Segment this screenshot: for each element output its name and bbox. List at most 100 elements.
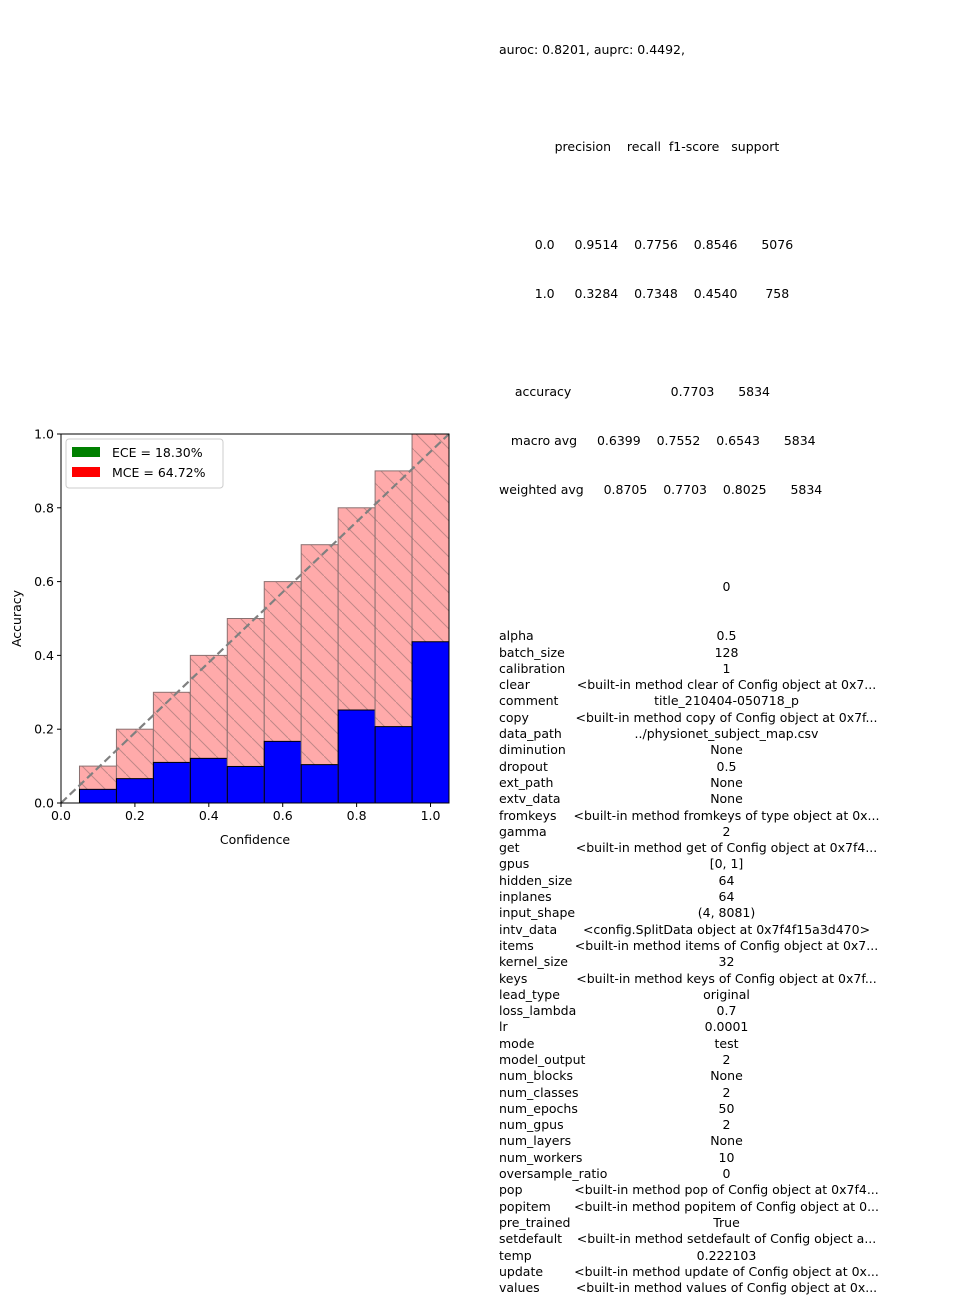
metrics-text-panel: auroc: 0.8201, auprc: 0.4492, precision …: [499, 9, 954, 1313]
config-value: <built-in method copy of Config object a…: [575, 709, 878, 725]
output-bar: [189, 757, 228, 804]
config-row: extv_data None: [499, 791, 954, 807]
x-tick-label: 0.4: [199, 808, 219, 823]
config-value: <built-in method clear of Config object …: [576, 677, 877, 693]
output-bar: [263, 740, 302, 804]
config-value: None: [710, 742, 743, 758]
report-summary-row: macro avg 0.6399 0.7552 0.6543 5834: [499, 432, 816, 448]
config-value: None: [710, 1133, 743, 1149]
output-bar: [78, 788, 117, 804]
config-value: test: [714, 1035, 739, 1051]
config-row: gamma 2: [499, 824, 954, 840]
x-tick-label: 0.6: [273, 808, 293, 823]
config-value: title_210404-050718_p: [654, 693, 799, 709]
config-value: 0.5: [716, 628, 737, 644]
config-value: <built-in method fromkeys of type object…: [573, 807, 880, 823]
config-row: intv_data <config.SplitData object at 0x7…: [499, 922, 954, 938]
config-row: mode test: [499, 1036, 954, 1052]
config-row: kernel_size 32: [499, 954, 954, 970]
config-row: num_blocks None: [499, 1068, 954, 1084]
config-value: True: [713, 1214, 740, 1230]
legend-swatch: [72, 467, 100, 477]
report-summary-row: weighted avg 0.8705 0.7703 0.8025 5834: [499, 481, 823, 497]
report-class-row: 1.0 0.3284 0.7348 0.4540 758: [499, 286, 790, 302]
config-value: <built-in method values of Config object…: [575, 1280, 878, 1296]
config-row: dropout 0.5: [499, 759, 954, 775]
y-tick-label: 0.0: [34, 796, 54, 811]
y-tick-label: 0.6: [34, 574, 54, 589]
config-row: num_gpus 2: [499, 1117, 954, 1133]
x-tick-label: 0.0: [51, 808, 71, 823]
config-value: <built-in method pop of Config object at…: [574, 1182, 879, 1198]
config-row: pre_trained True: [499, 1215, 954, 1231]
config-row: batch_size 128: [499, 645, 954, 661]
config-row: loss_lambda 0.7: [499, 1003, 954, 1019]
config-value: 2: [722, 823, 731, 839]
config-row: setdefault <built-in method setdefault of…: [499, 1231, 954, 1247]
report-column-header: precision recall f1-score support: [499, 139, 780, 155]
config-value: 1: [722, 660, 731, 676]
legend: ECE = 18.30% MCE = 64.72%: [65, 438, 224, 489]
config-value: <config.SplitData object at 0x7f4f15a3d4…: [582, 921, 871, 937]
config-row: ext_path None: [499, 775, 954, 791]
config-row: clear <built-in method clear of Config ob…: [499, 677, 954, 693]
config-value: ../physionet_subject_map.csv: [634, 726, 819, 742]
output-bar: [411, 641, 450, 804]
output-bar: [152, 761, 191, 804]
config-row: data_path ../physionet_subject_map.csv: [499, 726, 954, 742]
config-value: 128: [714, 644, 739, 660]
legend-swatch: [72, 447, 100, 457]
y-tick-label: 0.8: [34, 500, 54, 515]
config-value: 64: [718, 872, 735, 888]
output-bar: [337, 709, 376, 804]
config-row: num_workers 10: [499, 1150, 954, 1166]
output-bar: [226, 765, 265, 804]
config-value: 50: [718, 1100, 735, 1116]
config-row: gpus [0, 1]: [499, 856, 954, 872]
config-value: <built-in method get of Config object at…: [575, 840, 878, 856]
config-row: get <built-in method get of Config object…: [499, 840, 954, 856]
x-tick-label: 0.2: [125, 808, 145, 823]
config-row: num_layers None: [499, 1133, 954, 1149]
config-value: 2: [722, 1117, 731, 1133]
output-bar: [374, 726, 413, 804]
config-row: hidden_size 64: [499, 873, 954, 889]
config-value: <built-in method keys of Config object a…: [576, 970, 877, 986]
config-value: 2: [722, 1052, 731, 1067]
config-row: update <built-in method update of Config …: [499, 1264, 954, 1280]
config-row: copy <built-in method copy of Config obje…: [499, 710, 954, 726]
config-value: [0, 1]: [709, 856, 744, 872]
x-axis-label: Confidence: [220, 832, 291, 847]
config-row: items <built-in method items of Config ob…: [499, 938, 954, 954]
config-row: num_classes 2: [499, 1085, 954, 1101]
config-table: alpha 0.5 batch_size 128 calibration 1 clear <b…: [499, 628, 954, 1296]
y-tick-label: 0.4: [34, 648, 54, 663]
config-value: 32: [718, 954, 735, 970]
perfect-calibration-line: [60, 433, 450, 804]
config-value: 64: [718, 889, 735, 905]
config-column-header-row: 0: [499, 579, 954, 595]
y-axis-label: Accuracy: [9, 589, 24, 647]
config-row: pop <built-in method pop of Config object…: [499, 1182, 954, 1198]
config-row: temp 0.222103: [499, 1248, 954, 1264]
plot-frame: [60, 433, 450, 804]
config-value: original: [703, 986, 750, 1002]
config-row: input_shape (4, 8081): [499, 905, 954, 921]
config-row: inplanes 64: [499, 889, 954, 905]
reliability-diagram: 0.0 0.2 0.4 0.6 0.8 1.0 0.0 0.2 0.4 0.6 0.8 1.0 Conf…: [9, 427, 450, 847]
config-row: keys <built-in method keys of Config obje…: [499, 971, 954, 987]
x-tick-label: 1.0: [421, 808, 441, 823]
config-value: 0.7: [716, 1003, 737, 1019]
config-row: lr 0.0001: [499, 1019, 954, 1035]
output-bar: [115, 778, 154, 804]
config-value: <built-in method items of Config object …: [574, 937, 879, 953]
config-value: <built-in method setdefault of Config ob…: [576, 1231, 877, 1247]
config-value: None: [710, 774, 743, 790]
config-row: fromkeys <built-in method fromkeys of typ…: [499, 808, 954, 824]
config-row: oversample_ratio 0: [499, 1166, 954, 1182]
config-row: num_epochs 50: [499, 1101, 954, 1117]
config-value: <built-in method update of Config object…: [574, 1263, 879, 1279]
config-row: lead_type original: [499, 987, 954, 1003]
config-value: 0.0001: [704, 1019, 749, 1035]
config-row: alpha 0.5: [499, 628, 954, 644]
